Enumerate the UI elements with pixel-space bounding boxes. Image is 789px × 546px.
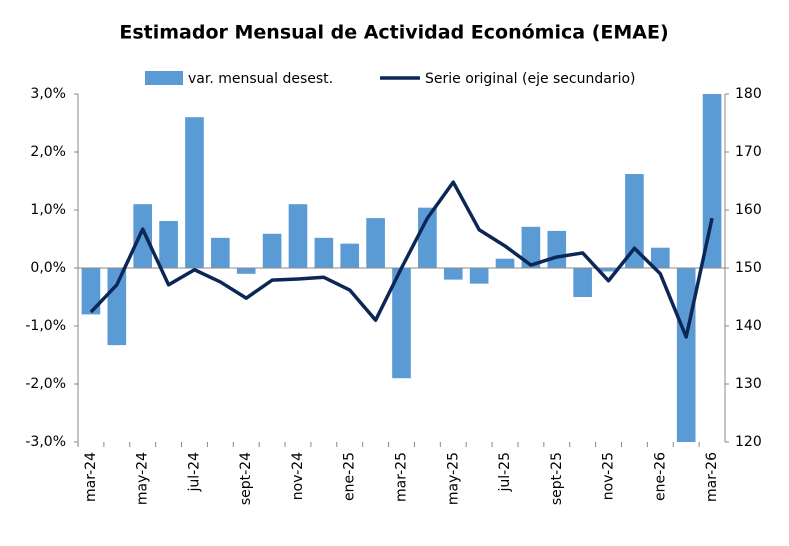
x-tick-label: jul-25 bbox=[497, 452, 513, 493]
x-tick-label: mar-24 bbox=[83, 452, 99, 502]
x-tick-label: jul-24 bbox=[186, 452, 202, 493]
y2-tick-label: 150 bbox=[735, 260, 762, 276]
legend-swatch bbox=[145, 71, 183, 85]
bar bbox=[236, 268, 256, 274]
bar bbox=[676, 268, 696, 442]
bar bbox=[133, 204, 153, 268]
x-tick-label: nov-25 bbox=[601, 452, 617, 500]
y-tick-label: 0,0% bbox=[30, 260, 66, 276]
x-tick-label: mar-25 bbox=[394, 452, 410, 502]
bar bbox=[625, 174, 644, 268]
bar bbox=[366, 218, 385, 268]
bar bbox=[81, 268, 101, 315]
x-tick-label: sept-24 bbox=[238, 452, 254, 505]
y2-tick-label: 140 bbox=[735, 318, 762, 334]
line bbox=[89, 180, 714, 339]
bar bbox=[469, 268, 489, 284]
x-tick-label: nov-24 bbox=[290, 452, 306, 500]
bar bbox=[547, 230, 567, 268]
bar bbox=[185, 117, 204, 268]
bar bbox=[573, 268, 592, 297]
bar bbox=[702, 94, 722, 268]
chart-title: Estimador Mensual de Actividad Económica… bbox=[119, 22, 668, 44]
y2-tick-label: 180 bbox=[735, 86, 762, 102]
bar bbox=[418, 207, 437, 268]
y-tick-label: -1,0% bbox=[25, 318, 66, 334]
x-tick-label: ene-26 bbox=[652, 452, 668, 501]
y-tick-label: 3,0% bbox=[30, 86, 66, 102]
bar bbox=[650, 247, 670, 268]
x-tick-label: ene-25 bbox=[342, 452, 358, 501]
bar bbox=[314, 237, 334, 268]
legend-label: var. mensual desest. bbox=[188, 71, 333, 87]
bar bbox=[495, 258, 515, 268]
bar bbox=[211, 237, 230, 268]
bar bbox=[288, 204, 308, 268]
bar bbox=[599, 268, 618, 272]
y-tick-label: -3,0% bbox=[25, 434, 66, 450]
y2-tick-label: 170 bbox=[735, 144, 762, 160]
y2-tick-label: 120 bbox=[735, 434, 762, 450]
bar bbox=[443, 268, 463, 280]
bar bbox=[521, 226, 541, 268]
x-tick-label: may-25 bbox=[445, 452, 461, 505]
y-tick-label: 2,0% bbox=[30, 144, 66, 160]
bar bbox=[159, 221, 178, 268]
y-tick-label: 1,0% bbox=[30, 202, 66, 218]
x-tick-label: mar-26 bbox=[704, 452, 720, 502]
y2-tick-label: 160 bbox=[735, 202, 762, 218]
legend-label: Serie original (eje secundario) bbox=[425, 71, 636, 87]
bar bbox=[107, 268, 127, 346]
bar bbox=[340, 243, 360, 268]
y-tick-label: -2,0% bbox=[25, 376, 66, 392]
bar bbox=[262, 233, 282, 268]
y2-tick-label: 130 bbox=[735, 376, 762, 392]
bar bbox=[392, 268, 411, 379]
x-tick-label: may-24 bbox=[135, 452, 151, 505]
x-tick-label: sept-25 bbox=[549, 452, 565, 505]
